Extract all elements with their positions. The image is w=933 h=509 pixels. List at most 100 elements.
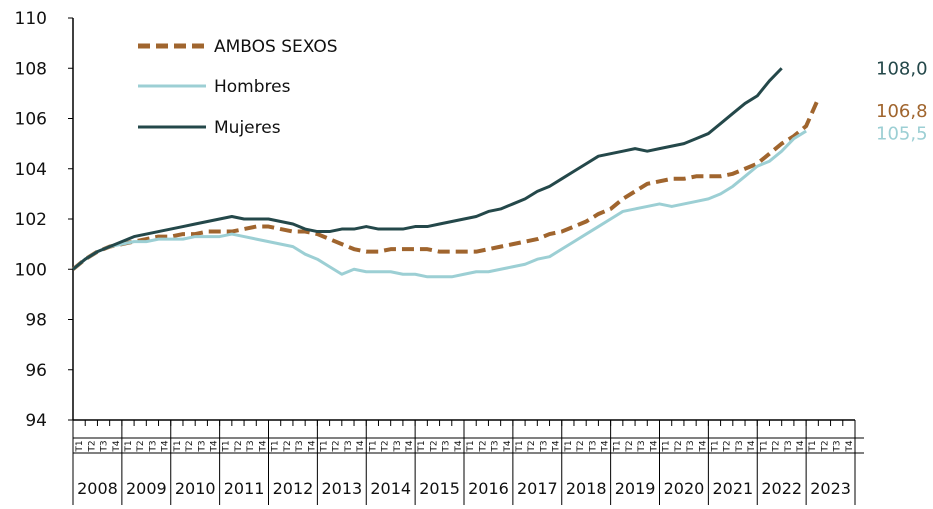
x-tick-label-quarter: T3 xyxy=(539,440,549,452)
x-tick-label-quarter: T2 xyxy=(283,440,293,452)
y-tick-label: 98 xyxy=(25,311,47,331)
x-tick-label-quarter: T2 xyxy=(478,440,488,452)
x-tick-label-year: 2013 xyxy=(321,479,362,498)
x-tick-label-quarter: T4 xyxy=(747,440,757,452)
x-tick-label-quarter: T2 xyxy=(381,440,391,452)
x-tick-label-quarter: T3 xyxy=(735,440,745,452)
x-tick-label-quarter: T1 xyxy=(173,440,183,452)
x-tick-label-quarter: T4 xyxy=(552,440,562,452)
x-tick-label-quarter: T3 xyxy=(295,440,305,452)
x-tick-label-year: 2011 xyxy=(224,479,265,498)
x-tick-label-year: 2022 xyxy=(761,479,802,498)
x-tick-label-quarter: T1 xyxy=(368,440,378,452)
x-tick-label-quarter: T4 xyxy=(405,440,415,452)
plot-area xyxy=(73,68,818,277)
x-tick-label-quarter: T4 xyxy=(796,440,806,452)
x-tick-label-year: 2016 xyxy=(468,479,509,498)
x-tick-label-year: 2010 xyxy=(175,479,216,498)
x-tick-label-year: 2018 xyxy=(566,479,607,498)
x-tick-label-quarter: T2 xyxy=(527,440,537,452)
x-tick-label-quarter: T4 xyxy=(307,440,317,452)
y-tick-label: 100 xyxy=(15,260,47,280)
end-value-label-1: 105,5 xyxy=(876,124,928,145)
x-tick-label-quarter: T2 xyxy=(332,440,342,452)
x-tick-label-quarter: T1 xyxy=(710,440,720,452)
x-tick-label-year: 2019 xyxy=(615,479,656,498)
x-tick-label-quarter: T4 xyxy=(112,440,122,452)
x-tick-label-quarter: T3 xyxy=(686,440,696,452)
x-tick-label-quarter: T2 xyxy=(576,440,586,452)
x-tick-label-quarter: T1 xyxy=(808,440,818,452)
x-tick-label-quarter: T4 xyxy=(698,440,708,452)
y-tick-label: 108 xyxy=(15,59,47,79)
x-tick-label-quarter: T2 xyxy=(234,440,244,452)
y-tick-label: 96 xyxy=(25,361,47,381)
x-tick-label-year: 2012 xyxy=(273,479,314,498)
y-tick-label: 102 xyxy=(15,210,47,230)
x-tick-label-quarter: T4 xyxy=(161,440,171,452)
x-tick-label-quarter: T3 xyxy=(344,440,354,452)
x-tick-label-year: 2014 xyxy=(370,479,411,498)
y-tick-label: 110 xyxy=(15,9,47,29)
x-tick-label-quarter: T1 xyxy=(319,440,329,452)
x-tick-label-quarter: T2 xyxy=(625,440,635,452)
axes: 94 96 98 100 102 104 106 108 110 2008 2009 2010 2011… xyxy=(15,9,864,505)
x-tick-label-quarter: T4 xyxy=(601,440,611,452)
y-tick-label: 106 xyxy=(15,110,47,130)
x-tick-label-quarter: T4 xyxy=(649,440,659,452)
x-tick-label-quarter: T3 xyxy=(100,440,110,452)
x-tick-label-quarter: T4 xyxy=(356,440,366,452)
x-tick-label-quarter: T3 xyxy=(491,440,501,452)
x-tick-label-quarter: T1 xyxy=(564,440,574,452)
x-tick-label-quarter: T2 xyxy=(820,440,830,452)
x-tick-label-quarter: T1 xyxy=(124,440,134,452)
x-tick-label-quarter: T3 xyxy=(246,440,256,452)
x-tick-label-quarter: T1 xyxy=(466,440,476,452)
x-tick-label-quarter: T1 xyxy=(75,440,85,452)
x-tick-label-quarter: T4 xyxy=(845,440,855,452)
x-tick-label-year: 2021 xyxy=(712,479,753,498)
x-tick-label-quarter: T3 xyxy=(588,440,598,452)
x-tick-label-year: 2023 xyxy=(810,479,851,498)
x-tick-label-quarter: T1 xyxy=(613,440,623,452)
x-tick-label-quarter: T3 xyxy=(148,440,158,452)
y-tick-label: 104 xyxy=(15,160,47,180)
x-tick-label-quarter: T4 xyxy=(454,440,464,452)
x-tick-label-year: 2008 xyxy=(77,479,118,498)
x-tick-label-quarter: T2 xyxy=(772,440,782,452)
x-tick-label-year: 2015 xyxy=(419,479,460,498)
x-tick-label-quarter: T1 xyxy=(662,440,672,452)
x-tick-label-quarter: T1 xyxy=(222,440,232,452)
x-tick-label-quarter: T4 xyxy=(503,440,513,452)
legend: AMBOS SEXOS Hombres Mujeres xyxy=(138,37,338,138)
series-line-1 xyxy=(73,131,806,277)
x-tick-label-quarter: T3 xyxy=(197,440,207,452)
x-tick-label-quarter: T4 xyxy=(210,440,220,452)
x-tick-label-quarter: T2 xyxy=(185,440,195,452)
x-tick-label-quarter: T2 xyxy=(136,440,146,452)
x-tick-label-quarter: T3 xyxy=(393,440,403,452)
legend-label-2: Mujeres xyxy=(214,118,281,138)
x-tick-label-quarter: T1 xyxy=(417,440,427,452)
y-tick-label: 94 xyxy=(25,411,47,431)
x-tick-label-quarter: T3 xyxy=(833,440,843,452)
end-value-label-0: 106,8 xyxy=(876,101,928,122)
x-tick-label-quarter: T3 xyxy=(637,440,647,452)
x-tick-label-quarter: T2 xyxy=(674,440,684,452)
x-tick-label-quarter: T2 xyxy=(87,440,97,452)
x-tick-label-quarter: T2 xyxy=(429,440,439,452)
end-value-label-2: 108,0 xyxy=(876,58,928,79)
x-tick-label-quarter: T1 xyxy=(759,440,769,452)
legend-label-0: AMBOS SEXOS xyxy=(214,37,338,57)
x-tick-label-quarter: T4 xyxy=(258,440,268,452)
x-tick-label-quarter: T1 xyxy=(271,440,281,452)
legend-label-1: Hombres xyxy=(214,77,291,97)
x-tick-label-quarter: T3 xyxy=(442,440,452,452)
x-tick-label-quarter: T2 xyxy=(723,440,733,452)
x-tick-label-year: 2009 xyxy=(126,479,167,498)
x-tick-label-year: 2017 xyxy=(517,479,558,498)
series-line-0 xyxy=(73,98,818,269)
